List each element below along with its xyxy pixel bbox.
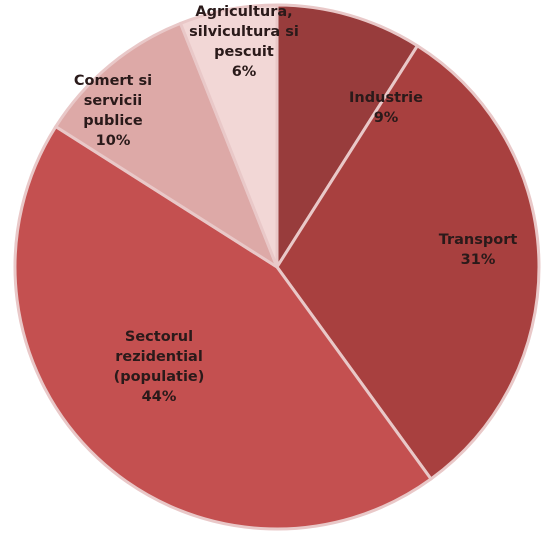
slice-label-line: (populatie) <box>114 369 205 385</box>
pie-slices <box>13 3 541 531</box>
pie-slice-4 <box>54 21 279 269</box>
pie-slice-3 <box>13 125 433 531</box>
slice-label-line: pescuit <box>214 44 274 60</box>
slice-label-line: publice <box>83 113 143 129</box>
slice-label-4: Comert si servicii publice 10% <box>74 73 152 149</box>
slice-label-line: Industrie <box>349 90 423 106</box>
slice-label-line: 31% <box>461 252 496 268</box>
pie-slice-5 <box>179 3 279 269</box>
slice-label-2: Transport 31% <box>439 232 518 268</box>
slice-label-3: Sectorul rezidential (populatie) 44% <box>114 329 205 405</box>
pie-slice-1 <box>275 3 419 269</box>
slice-label-line: Comert si <box>74 73 152 89</box>
slice-label-line: 9% <box>374 110 399 126</box>
slice-label-line: rezidential <box>115 349 203 365</box>
slice-label-line: silvicultura si <box>189 24 299 40</box>
slice-label-1: Industrie 9% <box>349 90 423 126</box>
slice-label-5: Agricultura, silvicultura si pescuit 6% <box>189 4 299 80</box>
pie-slice-2 <box>275 44 541 481</box>
slice-label-line: 6% <box>232 64 257 80</box>
slice-label-line: Transport <box>439 232 518 248</box>
slice-label-line: Agricultura, <box>195 4 292 20</box>
pie-labels: Industrie 9% Transport 31% Sectorul rezidenti… <box>74 4 518 405</box>
slice-label-line: servicii <box>84 93 143 109</box>
slice-label-line: 44% <box>142 389 177 405</box>
slice-label-line: 10% <box>96 133 131 149</box>
slice-label-line: Sectorul <box>125 329 193 345</box>
